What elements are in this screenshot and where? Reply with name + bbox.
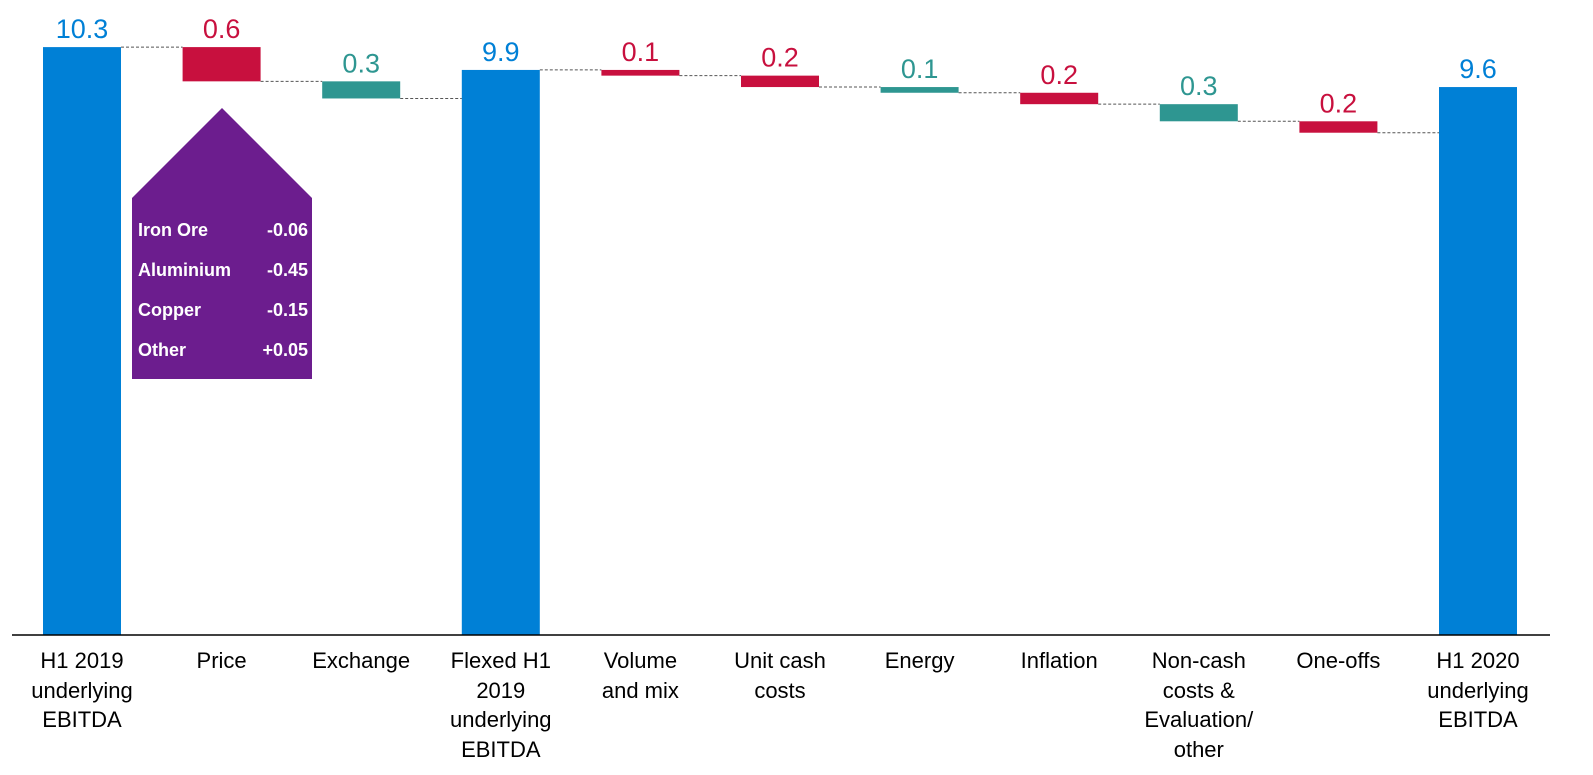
callout-name: Aluminium — [138, 260, 231, 281]
value-label-6: 0.1 — [901, 54, 939, 84]
callout-value: -0.06 — [267, 220, 308, 241]
category-label-10: H1 2020 underlying EBITDA — [1408, 646, 1548, 735]
bar-7 — [1020, 93, 1098, 104]
category-label-4: Volume and mix — [570, 646, 710, 705]
bar-6 — [881, 87, 959, 93]
callout-name: Other — [138, 340, 186, 361]
value-label-8: 0.3 — [1180, 71, 1218, 101]
callout-row-aluminium: Aluminium -0.45 — [138, 260, 308, 281]
value-label-0: 10.3 — [56, 14, 109, 44]
callout-row-copper: Copper -0.15 — [138, 300, 308, 321]
callout-value: -0.15 — [267, 300, 308, 321]
value-label-3: 9.9 — [482, 37, 520, 67]
category-label-1: Price — [152, 646, 292, 676]
callout-row-iron-ore: Iron Ore -0.06 — [138, 220, 308, 241]
bar-0 — [43, 47, 121, 635]
category-label-7: Inflation — [989, 646, 1129, 676]
callout-shape — [132, 108, 312, 379]
bar-9 — [1299, 121, 1377, 132]
bar-5 — [741, 76, 819, 87]
category-label-9: One-offs — [1268, 646, 1408, 676]
callout-row-other: Other +0.05 — [138, 340, 308, 361]
category-label-0: H1 2019 underlying EBITDA — [12, 646, 152, 735]
value-label-10: 9.6 — [1459, 54, 1497, 84]
callout-value: +0.05 — [262, 340, 308, 361]
bar-10 — [1439, 87, 1517, 635]
value-label-2: 0.3 — [342, 48, 380, 78]
category-label-3: Flexed H1 2019 underlying EBITDA — [431, 646, 571, 764]
callout-name: Copper — [138, 300, 201, 321]
bar-1 — [183, 47, 261, 81]
value-label-1: 0.6 — [203, 14, 241, 44]
category-label-8: Non-cash costs & Evaluation/ other — [1129, 646, 1269, 764]
value-label-5: 0.2 — [761, 43, 799, 73]
callout-value: -0.45 — [267, 260, 308, 281]
value-label-9: 0.2 — [1320, 88, 1358, 118]
bar-4 — [601, 70, 679, 76]
value-labels: 10.3 0.6 0.3 9.9 0.1 0.2 0.1 0.2 0.3 0.2 9.6 — [56, 14, 1497, 118]
value-label-4: 0.1 — [622, 37, 660, 67]
value-label-7: 0.2 — [1040, 60, 1078, 90]
callout-name: Iron Ore — [138, 220, 208, 241]
category-label-5: Unit cash costs — [710, 646, 850, 705]
bar-2 — [322, 81, 400, 98]
price-breakdown-callout: Iron Ore -0.06 Aluminium -0.45 Copper -0… — [132, 108, 312, 379]
bar-8 — [1160, 104, 1238, 121]
category-label-2: Exchange — [291, 646, 431, 676]
bar-3 — [462, 70, 540, 635]
category-label-6: Energy — [850, 646, 990, 676]
